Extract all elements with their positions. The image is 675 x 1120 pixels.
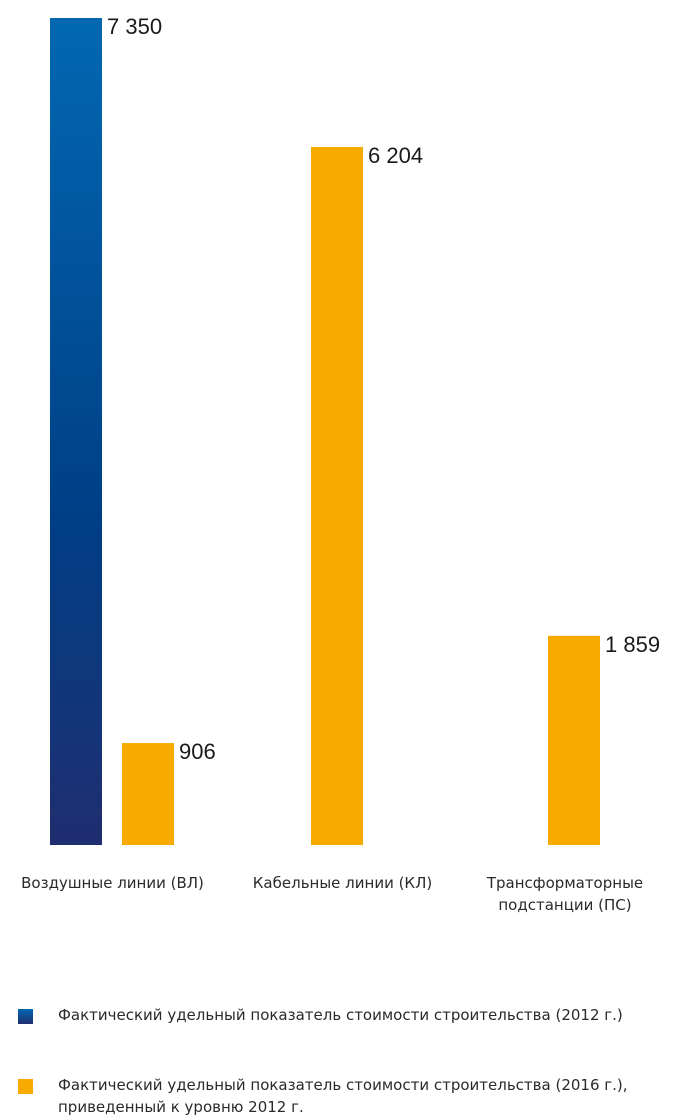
legend-item-2012: Фактический удельный показатель стоимост… xyxy=(18,1004,648,1026)
bars-layer xyxy=(50,18,600,846)
legend-swatch-blue xyxy=(18,1009,33,1024)
category-label-vl: Воздушные линии (ВЛ) xyxy=(21,874,204,892)
bar-series2-cat3 xyxy=(548,635,600,845)
bar-series2-cat1 xyxy=(122,743,174,845)
legend-label-2012: Фактический удельный показатель стоимост… xyxy=(58,1006,623,1024)
value-labels-layer: 7 350 906 6 204 1 859 xyxy=(107,14,660,764)
legend-swatch-orange xyxy=(18,1079,33,1094)
bar-series1-cat1 xyxy=(50,18,102,845)
value-label-series2-cat1: 906 xyxy=(179,739,216,764)
category-label-kl: Кабельные линии (КЛ) xyxy=(252,874,433,892)
legend-item-2016: Фактический удельный показатель стоимост… xyxy=(18,1074,648,1118)
value-label-series2-cat3: 1 859 xyxy=(605,632,660,657)
value-label-series2-cat2: 6 204 xyxy=(368,143,423,168)
category-label-ps: Трансформаторные подстанции (ПС) xyxy=(486,874,644,914)
bar-series2-cat2 xyxy=(311,146,363,846)
legend-label-2016: Фактический удельный показатель стоимост… xyxy=(58,1076,628,1116)
value-label-series1-cat1: 7 350 xyxy=(107,14,162,39)
chart-plot: 7 350 906 6 204 1 859 xyxy=(50,14,660,846)
